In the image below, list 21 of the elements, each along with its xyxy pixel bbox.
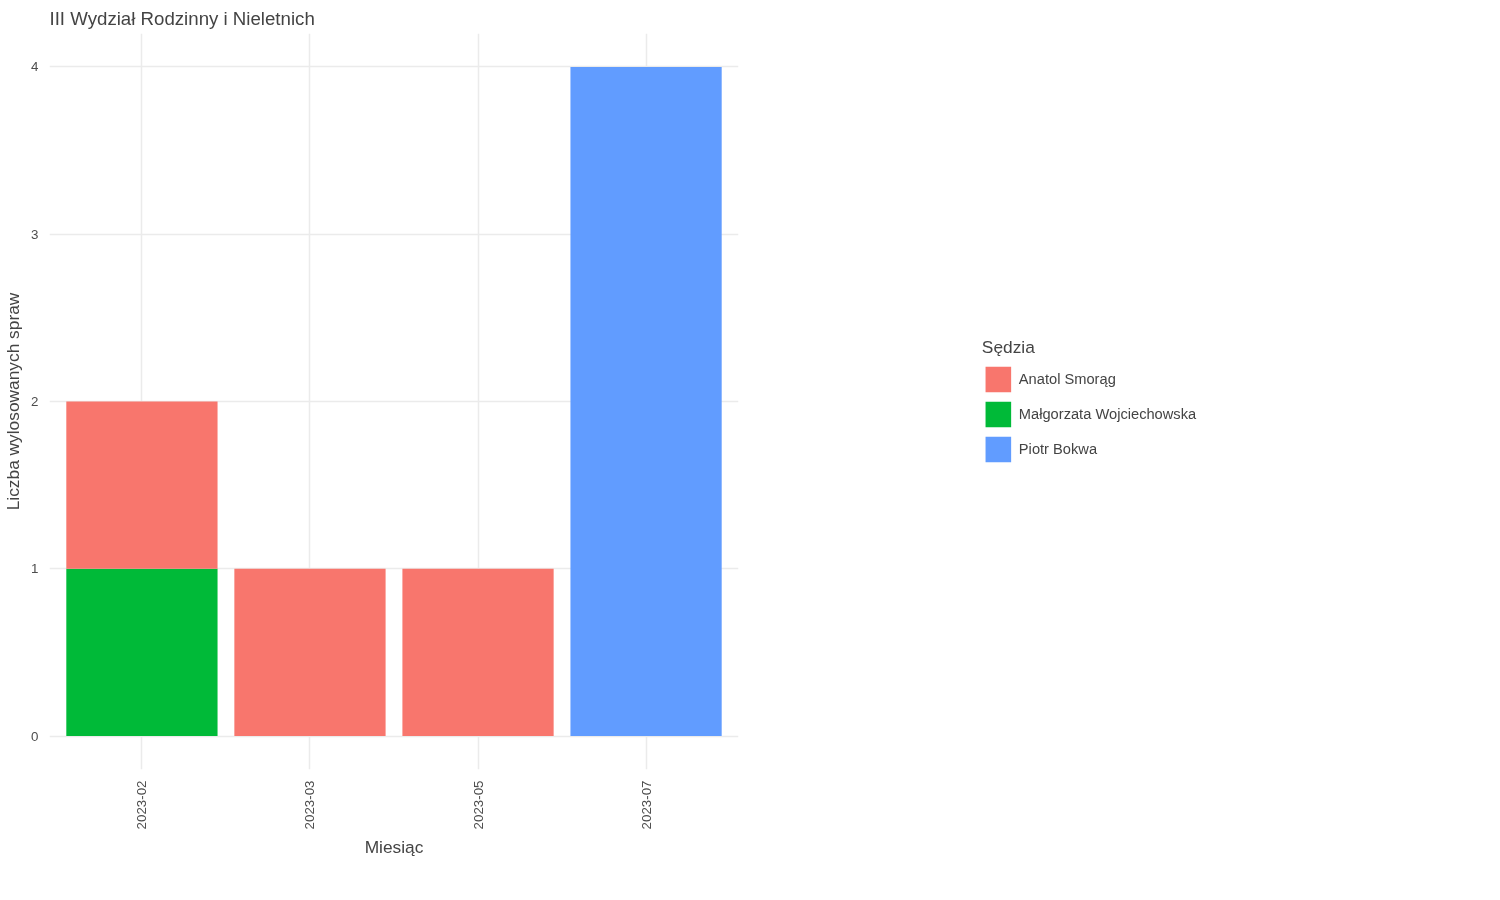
x-axis-title: Miesiąc <box>364 837 424 858</box>
x-tick-label: 2023-03 <box>302 780 318 830</box>
y-tick-label: 1 <box>31 561 39 577</box>
bar <box>234 568 386 737</box>
chart-title: III Wydział Rodzinny i Nieletnich <box>49 7 315 29</box>
y-tick-label: 0 <box>31 728 39 744</box>
x-tick-label: 2023-05 <box>470 780 486 830</box>
x-tick-label: 2023-02 <box>134 780 150 830</box>
x-tick-label: 2023-07 <box>638 780 654 830</box>
y-tick-label: 2 <box>31 394 39 409</box>
bar <box>66 568 218 737</box>
y-axis-title: Liczba wylosowanych spraw <box>3 292 24 511</box>
legend-label: Małgorzata Wojciechowska <box>1018 406 1197 422</box>
legend-label: Anatol Smorąg <box>1018 371 1116 387</box>
y-tick-label: 3 <box>31 226 39 242</box>
bar <box>402 568 554 737</box>
bar <box>66 401 218 569</box>
legend-title: Sędzia <box>981 337 1036 358</box>
y-tick-label: 4 <box>31 59 40 75</box>
bar <box>570 66 722 737</box>
legend-label: Piotr Bokwa <box>1018 441 1098 457</box>
